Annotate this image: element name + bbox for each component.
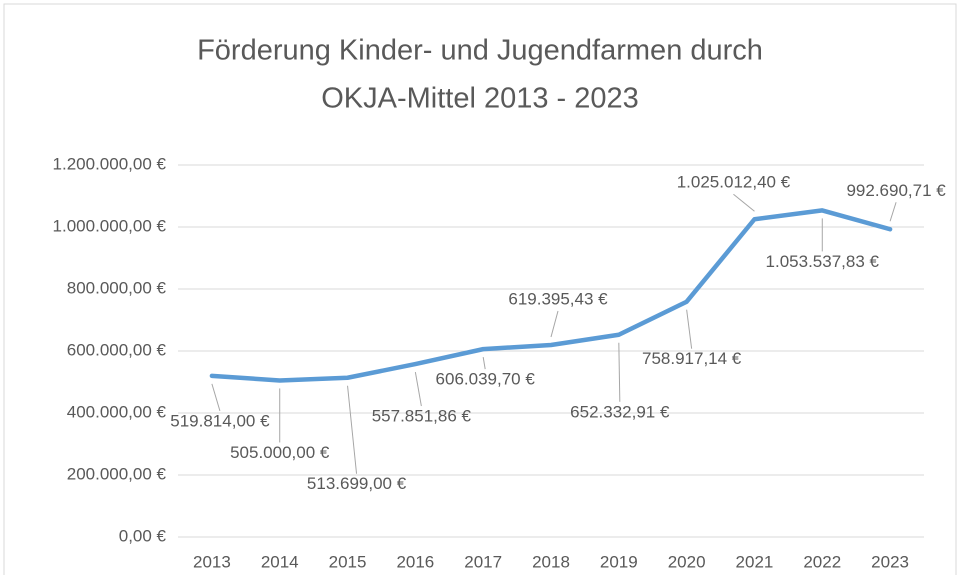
x-tick-label: 2023 bbox=[871, 552, 909, 571]
y-tick-label: 200.000,00 € bbox=[67, 464, 167, 483]
y-tick-label: 1.000.000,00 € bbox=[53, 216, 167, 235]
y-tick-label: 800.000,00 € bbox=[67, 278, 167, 297]
data-label: 505.000,00 € bbox=[230, 443, 330, 462]
x-tick-label: 2020 bbox=[668, 552, 706, 571]
data-label: 1.025.012,40 € bbox=[677, 173, 791, 192]
data-label: 557.851,86 € bbox=[372, 407, 472, 426]
leader-line bbox=[733, 193, 755, 212]
y-tick-label: 600.000,00 € bbox=[67, 340, 167, 359]
chart-title: OKJA-Mittel 2013 - 2023 bbox=[321, 83, 639, 115]
data-label: 1.053.537,83 € bbox=[766, 252, 880, 271]
data-label: 652.332,91 € bbox=[570, 402, 670, 421]
leader-line bbox=[211, 383, 221, 411]
x-tick-label: 2015 bbox=[329, 552, 367, 571]
leader-line bbox=[686, 309, 693, 349]
x-tick-label: 2014 bbox=[261, 552, 299, 571]
leader-line bbox=[347, 385, 358, 474]
leader-line bbox=[482, 357, 486, 370]
y-tick-label: 0,00 € bbox=[119, 526, 167, 545]
x-tick-label: 2013 bbox=[193, 552, 231, 571]
data-label: 619.395,43 € bbox=[508, 289, 608, 308]
x-tick-label: 2017 bbox=[464, 552, 502, 571]
y-tick-label: 1.200.000,00 € bbox=[53, 154, 167, 173]
leader-line bbox=[618, 342, 621, 402]
chart-title: Förderung Kinder- und Jugendfarmen durch bbox=[197, 35, 763, 67]
data-label: 992.690,71 € bbox=[846, 181, 946, 200]
data-line bbox=[209, 208, 893, 383]
x-tick-label: 2018 bbox=[532, 552, 570, 571]
leader-line bbox=[889, 202, 897, 222]
data-label: 519.814,00 € bbox=[170, 411, 270, 430]
data-label: 513.699,00 € bbox=[307, 474, 407, 493]
leader-line bbox=[414, 371, 422, 407]
data-label: 606.039,70 € bbox=[436, 370, 536, 389]
x-tick-label: 2021 bbox=[736, 552, 774, 571]
x-tick-label: 2016 bbox=[396, 552, 434, 571]
data-label: 758.917,14 € bbox=[642, 349, 742, 368]
x-tick-label: 2019 bbox=[600, 552, 638, 571]
y-tick-label: 400.000,00 € bbox=[67, 402, 167, 421]
x-tick-label: 2022 bbox=[803, 552, 841, 571]
leader-line bbox=[550, 310, 559, 338]
